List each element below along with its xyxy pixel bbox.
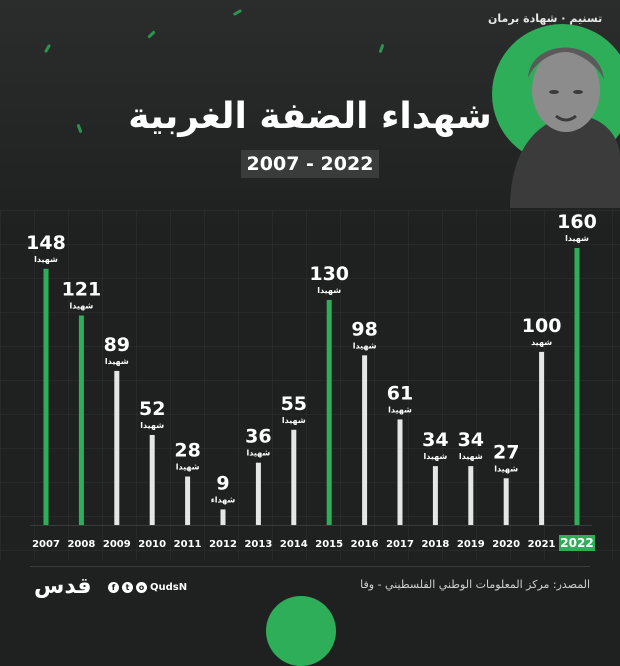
unit-label-2019: شهيدا [459, 452, 483, 461]
bar-2015 [326, 299, 332, 525]
tick-label-2019: 2019 [457, 539, 485, 550]
bar-2016 [362, 355, 368, 525]
data-label-2012: 9 [216, 472, 229, 494]
tick-label-2008: 2008 [67, 539, 95, 550]
bar-chart: 148شهيدا2007121شهيدا200889شهيدا200952شهي… [26, 211, 597, 551]
data-label-2016: 98 [351, 318, 377, 340]
data-label-2010: 52 [139, 398, 165, 420]
bar-2009 [114, 370, 120, 525]
instagram-icon[interactable]: o [136, 582, 147, 593]
bar-2022 [574, 248, 580, 525]
quds-logo: قدس [34, 574, 92, 599]
unit-label-2020: شهيدا [494, 464, 518, 473]
unit-label-2017: شهيدا [388, 405, 412, 414]
bar-2014 [291, 429, 297, 525]
data-label-2014: 55 [281, 393, 307, 415]
unit-label-2010: شهيدا [140, 421, 164, 430]
tick-label-2020: 2020 [492, 539, 520, 550]
bar-2011 [185, 476, 191, 525]
data-label-2015: 130 [309, 263, 349, 285]
tick-label-2022: 2022 [560, 536, 593, 550]
data-label-2018: 34 [422, 429, 448, 451]
data-label-2011: 28 [174, 440, 200, 462]
bar-2021 [539, 351, 545, 525]
tick-label-2010: 2010 [138, 539, 166, 550]
tick-label-2011: 2011 [174, 539, 202, 550]
bar-2013 [255, 462, 261, 525]
tick-label-2015: 2015 [315, 539, 343, 550]
data-label-2019: 34 [458, 429, 484, 451]
data-label-2017: 61 [387, 382, 413, 404]
unit-label-2011: شهيدا [176, 463, 200, 472]
bar-2010 [149, 434, 155, 525]
facebook-icon[interactable]: f [108, 582, 119, 593]
unit-label-2018: شهيدا [424, 452, 448, 461]
footer-circle-decoration [266, 596, 336, 666]
bar-2017 [397, 419, 403, 525]
page-subtitle: 2007 - 2022 [241, 150, 379, 178]
twitter-icon[interactable]: t [122, 582, 133, 593]
tick-label-2017: 2017 [386, 539, 414, 550]
tick-label-2018: 2018 [421, 539, 449, 550]
data-label-2021: 100 [522, 315, 562, 337]
tick-highlight-2022 [559, 535, 595, 551]
unit-label-2008: شهيدا [70, 302, 94, 311]
bar-2012 [220, 509, 226, 525]
brand-logo: تسنيم · شهادة برمان [488, 12, 603, 25]
tick-label-2016: 2016 [351, 539, 379, 550]
tick-label-2013: 2013 [244, 539, 272, 550]
tick-label-2014: 2014 [280, 539, 308, 550]
data-label-2020: 27 [493, 441, 519, 463]
unit-label-2013: شهيدا [247, 449, 271, 458]
bar-2020 [503, 478, 509, 525]
bar-2008 [78, 315, 84, 525]
data-label-2022: 160 [557, 211, 597, 233]
unit-label-2007: شهيدا [34, 255, 58, 264]
social-links: f t o QudsN [108, 582, 187, 593]
unit-label-2021: شهيد [531, 338, 552, 347]
data-label-2013: 36 [245, 426, 271, 448]
bar-2007 [43, 268, 49, 525]
social-handle: QudsN [150, 582, 188, 593]
portrait-image [492, 24, 620, 208]
unit-label-2012: شهداء [211, 495, 236, 504]
unit-label-2015: شهيدا [317, 286, 341, 295]
unit-label-2022: شهيدا [565, 234, 589, 243]
data-source: المصدر: مركز المعلومات الوطني الفلسطيني … [360, 578, 590, 591]
page-title: شهداء الضفة الغربية [128, 96, 492, 137]
data-label-2009: 89 [104, 334, 130, 356]
bar-2018 [432, 466, 438, 525]
tick-label-2009: 2009 [103, 539, 131, 550]
tick-label-2007: 2007 [32, 539, 60, 550]
data-label-2008: 121 [62, 279, 102, 301]
tick-label-2012: 2012 [209, 539, 237, 550]
grid-background [0, 210, 620, 560]
unit-label-2009: شهيدا [105, 357, 129, 366]
unit-label-2016: شهيدا [353, 341, 377, 350]
data-label-2007: 148 [26, 232, 66, 254]
tick-label-2021: 2021 [528, 539, 556, 550]
bar-2019 [468, 466, 474, 525]
footer-divider [30, 566, 590, 567]
unit-label-2014: شهيدا [282, 416, 306, 425]
